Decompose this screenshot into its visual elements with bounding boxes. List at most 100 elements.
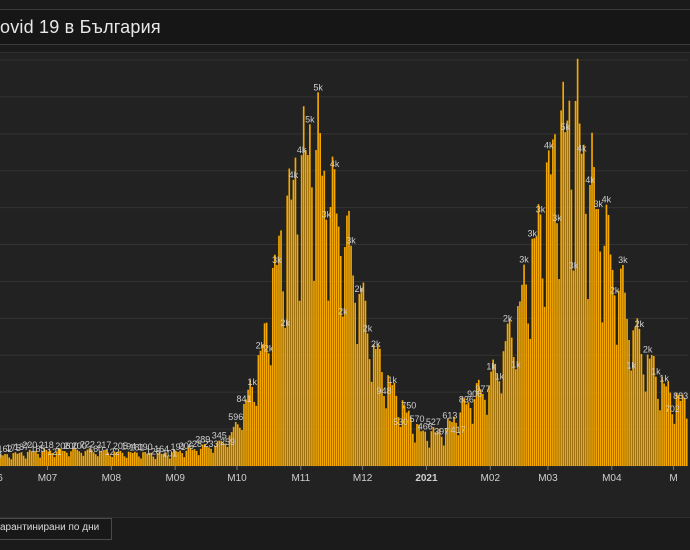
bar-value-label: 200 [63, 441, 78, 451]
bar [323, 170, 326, 466]
bar-value-label: 417 [451, 425, 466, 435]
bar [6, 454, 8, 466]
bar [484, 399, 486, 466]
bar [640, 354, 643, 466]
bar [286, 195, 289, 466]
bar-value-label: 206 [179, 441, 194, 451]
bar-value-label: 1k [651, 367, 661, 377]
x-tick-label: M03 [538, 473, 558, 484]
bar [288, 168, 291, 466]
page-title: ovid 19 в България [0, 17, 161, 37]
bar-value-label: 570 [409, 414, 424, 424]
bar [512, 357, 515, 466]
bar-value-label: 948 [376, 386, 391, 396]
bar-value-label: 345 [212, 431, 227, 441]
x-tick-label: M08 [102, 473, 122, 484]
bar [374, 348, 377, 466]
bar [127, 451, 130, 466]
bar [630, 370, 632, 466]
bar [290, 199, 293, 466]
bar [379, 348, 381, 466]
bar [61, 450, 64, 466]
bar [356, 344, 359, 466]
bar-value-label: 259 [220, 437, 235, 447]
bar-value-label: 4k [289, 170, 299, 180]
bar [603, 245, 606, 466]
bar [113, 451, 116, 466]
bar [199, 448, 202, 466]
bar [482, 393, 484, 466]
bar-value-label: 181 [129, 443, 144, 453]
bar [591, 132, 593, 466]
bar [418, 424, 420, 466]
bar-value-label: 165 [30, 444, 45, 454]
bar [218, 440, 221, 466]
bar [414, 442, 416, 466]
bar [432, 427, 435, 466]
bar [304, 149, 307, 466]
bar [665, 386, 667, 466]
bar [68, 456, 70, 466]
bar [133, 451, 136, 466]
bar [593, 167, 595, 466]
bar [53, 457, 56, 466]
bar-value-label: 2k [280, 318, 290, 328]
bar [428, 447, 431, 466]
bar [455, 422, 457, 466]
bar-value-label: 191 [171, 442, 186, 452]
bar [224, 443, 227, 466]
bar [465, 404, 468, 466]
bar [333, 169, 336, 466]
bar-value-label: 702 [665, 404, 680, 414]
bar-value-label: 4k [602, 195, 612, 205]
bar [652, 356, 655, 466]
bar [599, 251, 602, 466]
bar-value-label: 2k [256, 341, 266, 351]
bar [677, 394, 680, 466]
bar [20, 452, 23, 466]
bar [10, 459, 13, 466]
bar [490, 371, 492, 466]
bar-value-label: 233 [203, 439, 218, 449]
bar [685, 418, 688, 466]
bar [164, 452, 167, 466]
bar [206, 446, 208, 466]
bar [96, 456, 99, 466]
bar [210, 448, 212, 466]
bar [282, 291, 284, 466]
bar [444, 428, 447, 466]
bar [175, 451, 177, 466]
bar [92, 452, 95, 466]
bar [632, 330, 635, 466]
x-tick-label: M11 [291, 473, 310, 484]
bar-value-label: 175 [6, 443, 21, 453]
bar-value-label: 3k [528, 229, 538, 239]
bar [280, 230, 282, 466]
bar [169, 458, 171, 466]
bar [533, 238, 536, 466]
bar [545, 162, 548, 467]
bar [469, 408, 472, 466]
bar [424, 431, 427, 466]
bar [234, 422, 237, 466]
bar [601, 322, 604, 466]
bar-value-label: 2k [610, 285, 620, 295]
bar [2, 455, 4, 466]
bar [158, 451, 161, 466]
bar [8, 457, 11, 466]
bar [66, 452, 68, 466]
bar [337, 226, 340, 466]
bar [315, 150, 317, 467]
bar [399, 426, 402, 466]
bar [506, 323, 509, 466]
bar [515, 369, 517, 466]
bar [327, 300, 330, 466]
bar [57, 448, 60, 466]
bar [197, 455, 200, 466]
bar-value-label: 2k [338, 307, 348, 317]
bar [624, 292, 626, 466]
bar [306, 155, 309, 466]
x-tick-label: M09 [165, 473, 185, 484]
bar-value-label: 217 [96, 440, 111, 450]
legend-box[interactable] [0, 518, 112, 540]
